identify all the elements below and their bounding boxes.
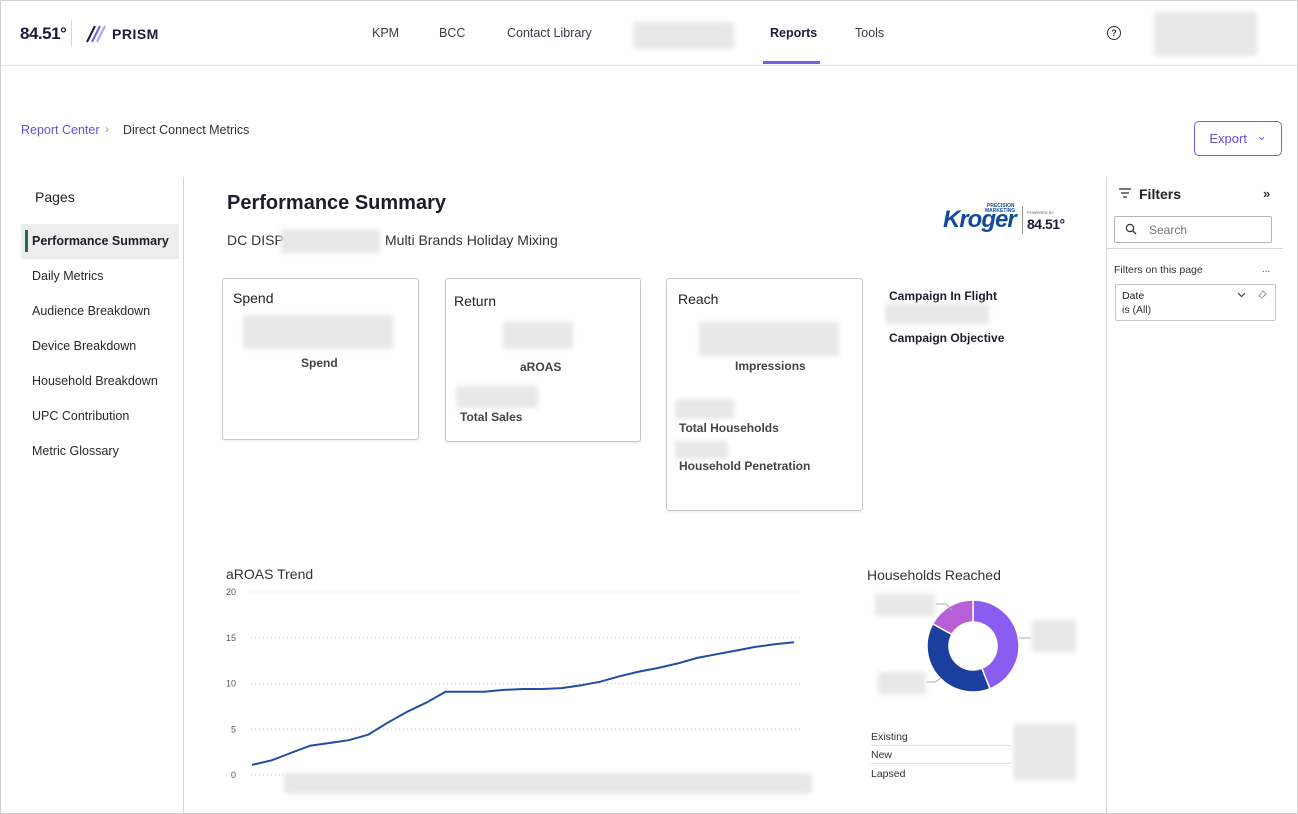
legend-lapsed: Lapsed: [871, 768, 906, 780]
household-penetration-label: Household Penetration: [679, 459, 811, 473]
leader-line-lapsed: [936, 603, 953, 611]
spend-card: Spend Spend: [222, 278, 419, 440]
leader-line-new: [927, 677, 942, 683]
aroas-trend-title: aROAS Trend: [226, 566, 314, 582]
user-account-redacted[interactable]: [1154, 12, 1257, 56]
page-item-metric-glossary[interactable]: Metric Glossary: [32, 444, 119, 458]
page-item-audience-breakdown[interactable]: Audience Breakdown: [32, 304, 151, 318]
top-nav-bar: 84.51° PRISM KPM BCC Contact Library Rep…: [1, 1, 1297, 66]
chevron-down-icon: ⌄: [1256, 129, 1267, 143]
impressions-value-redacted: [699, 322, 839, 356]
page-item-daily-metrics[interactable]: Daily Metrics: [32, 269, 104, 283]
report-subtitle-prefix: DC DISP: [227, 232, 284, 248]
y-tick-label: 0: [231, 770, 236, 780]
search-icon: [1125, 223, 1137, 235]
report-subtitle-suffix: Multi Brands Holiday Mixing: [385, 232, 558, 248]
total-households-label: Total Households: [679, 421, 779, 435]
page-item-performance-summary[interactable]: Performance Summary: [21, 224, 179, 259]
filters-search-input[interactable]: [1114, 216, 1272, 243]
legend-values-redacted: [1013, 724, 1076, 780]
pages-heading: Pages: [35, 189, 75, 205]
spend-value-redacted: [243, 315, 393, 349]
export-button-label: Export: [1209, 131, 1247, 146]
total-sales-label: Total Sales: [460, 410, 523, 424]
breadcrumb-separator-icon: ›: [105, 122, 109, 136]
donut-slice-new[interactable]: [926, 622, 991, 693]
sidebar-divider: [183, 177, 184, 814]
legend-new: New: [871, 746, 1011, 764]
donut-label-lapsed-redacted: [875, 594, 935, 616]
impressions-label: Impressions: [735, 359, 806, 373]
aroas-trend-chart: 20 15 10 5 0: [226, 587, 801, 780]
kroger-8451-brand: 84.51°: [1027, 216, 1065, 232]
spend-card-title: Spend: [233, 290, 274, 306]
household-penetration-value-redacted: [675, 441, 728, 459]
kroger-wordmark: Kroger: [943, 206, 1017, 233]
help-icon[interactable]: ?: [1107, 26, 1121, 40]
kroger-tag-marketing: MARKETING: [985, 208, 1016, 214]
breadcrumb-current: Direct Connect Metrics: [123, 123, 250, 137]
filters-separator: [1107, 248, 1283, 249]
reach-card-title: Reach: [678, 291, 719, 307]
campaign-in-flight-label: Campaign In Flight: [889, 289, 997, 303]
x-axis-labels-redacted: [284, 773, 812, 794]
aroas-series-line: [251, 641, 795, 766]
spend-label: Spend: [301, 356, 338, 370]
collapse-filters-icon[interactable]: »: [1263, 186, 1271, 201]
subtitle-redacted: [281, 229, 380, 253]
y-tick-label: 10: [226, 679, 236, 689]
y-tick-label: 5: [231, 724, 236, 734]
total-sales-value-redacted: [456, 386, 538, 408]
total-households-value-redacted: [675, 399, 734, 419]
nav-kpm[interactable]: KPM: [372, 26, 400, 40]
nav-bcc[interactable]: BCC: [439, 26, 466, 40]
aroas-value-redacted: [503, 322, 573, 349]
donut-slice-lapsed[interactable]: [931, 599, 974, 636]
reach-card: Reach Impressions Total Households House…: [666, 278, 863, 511]
households-reached-donut: [926, 599, 1031, 693]
filters-on-this-page-label: Filters on this page: [1114, 264, 1203, 276]
return-card: Return aROAS Total Sales: [445, 278, 641, 442]
y-tick-label: 20: [226, 587, 236, 597]
prism-logo-icon: [86, 25, 106, 43]
nav-tools[interactable]: Tools: [855, 26, 885, 40]
nav-redacted-item[interactable]: [633, 22, 734, 49]
return-card-title: Return: [454, 293, 497, 309]
date-filter-value: is (All): [1122, 304, 1152, 316]
kroger-tag-precision: PRECISION: [987, 203, 1015, 209]
page-item-household-breakdown[interactable]: Household Breakdown: [32, 374, 158, 388]
breadcrumb-report-center[interactable]: Report Center: [21, 123, 100, 137]
chevron-down-icon[interactable]: [1237, 292, 1246, 298]
aroas-label: aROAS: [520, 360, 562, 374]
nav-contact-library[interactable]: Contact Library: [507, 26, 592, 40]
filters-divider: [1106, 177, 1107, 814]
8451-logo[interactable]: 84.51°: [20, 24, 67, 43]
active-tab-indicator: [763, 61, 820, 64]
date-filter-name: Date: [1122, 290, 1145, 302]
campaign-objective-label: Campaign Objective: [889, 331, 1005, 345]
report-title: Performance Summary: [227, 192, 446, 214]
campaign-in-flight-value-redacted: [885, 304, 989, 324]
date-filter-card[interactable]: Date is (All): [1115, 284, 1276, 321]
logo-divider: [71, 20, 72, 47]
page-item-device-breakdown[interactable]: Device Breakdown: [32, 339, 137, 353]
donut-slice-existing[interactable]: [972, 599, 1020, 690]
kroger-powered-by: POWERED BY: [1027, 210, 1055, 215]
eraser-icon[interactable]: [1257, 289, 1267, 299]
households-reached-title: Households Reached: [867, 567, 1001, 583]
nav-reports[interactable]: Reports: [770, 26, 818, 40]
y-tick-label: 15: [226, 633, 236, 643]
filter-icon: [1119, 188, 1131, 198]
prism-logo-text[interactable]: PRISM: [112, 26, 159, 42]
donut-label-existing-redacted: [1032, 620, 1076, 652]
page-item-upc-contribution[interactable]: UPC Contribution: [32, 409, 130, 423]
more-options-icon[interactable]: ...: [1262, 264, 1271, 275]
kroger-logo-divider: [1022, 206, 1023, 234]
filters-title: Filters: [1139, 186, 1182, 202]
donut-label-new-redacted: [878, 672, 926, 694]
legend-existing: Existing: [871, 728, 1011, 746]
export-button[interactable]: Export ⌄: [1194, 121, 1282, 156]
